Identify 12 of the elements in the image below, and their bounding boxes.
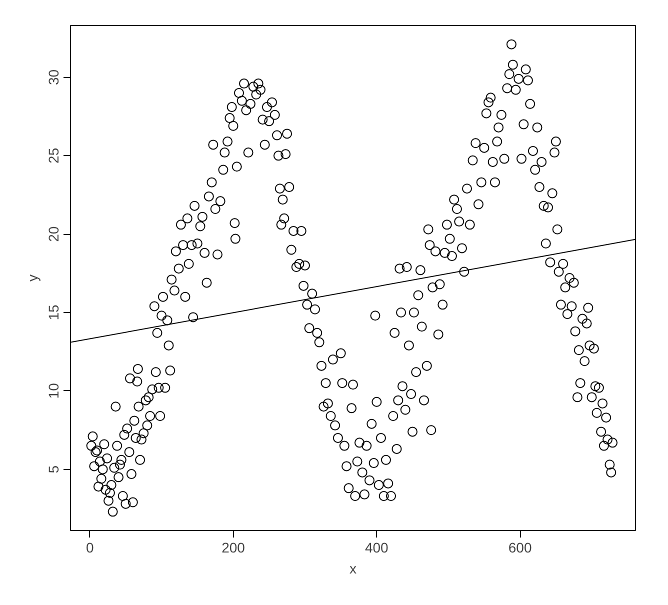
y-tick-label: 25 [46, 148, 62, 164]
x-tick-label: 600 [508, 540, 532, 556]
y-tick-label: 30 [46, 69, 62, 86]
y-tick-label: 5 [46, 465, 62, 474]
x-tick-label: 400 [364, 540, 389, 556]
y-tick-label: 20 [46, 226, 62, 242]
y-tick-label: 15 [46, 304, 62, 320]
x-tick-label: 200 [222, 540, 246, 556]
x-axis-title: x [350, 560, 356, 576]
x-tick-label: 0 [86, 540, 94, 556]
y-tick-label: 10 [46, 382, 62, 399]
y-axis-title: y [24, 274, 40, 282]
